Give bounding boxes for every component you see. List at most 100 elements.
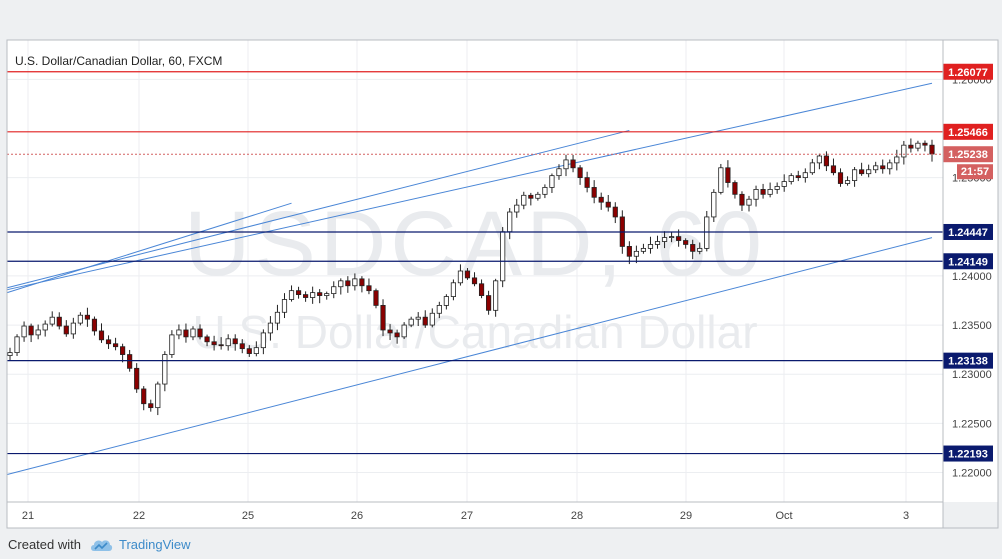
price-axis-area[interactable] — [943, 40, 998, 502]
candle-body[interactable] — [408, 318, 414, 326]
candle-body[interactable] — [190, 328, 196, 338]
candle-body[interactable] — [415, 316, 421, 320]
candle-body[interactable] — [373, 290, 379, 306]
candle-body[interactable] — [162, 354, 168, 385]
candle-body[interactable] — [35, 329, 41, 336]
candle-body[interactable] — [598, 196, 604, 203]
candle-body[interactable] — [795, 175, 801, 179]
candle-body[interactable] — [310, 292, 316, 298]
candle-body[interactable] — [908, 144, 914, 149]
candle-body[interactable] — [612, 206, 618, 218]
candle-body[interactable] — [317, 292, 323, 296]
candle-body[interactable] — [225, 338, 231, 347]
candle-body[interactable] — [422, 316, 428, 326]
candle-body[interactable] — [563, 159, 569, 170]
candle-body[interactable] — [542, 187, 548, 195]
candle-body[interactable] — [816, 155, 822, 164]
candle-body[interactable] — [211, 341, 217, 346]
candle-body[interactable] — [781, 181, 787, 187]
candle-body[interactable] — [640, 247, 647, 252]
candle-body[interactable] — [148, 403, 154, 409]
time-axis-area[interactable] — [7, 502, 943, 528]
candle-body[interactable] — [183, 329, 189, 338]
candle-body[interactable] — [331, 286, 337, 295]
candle-body[interactable] — [84, 314, 91, 320]
plot-area[interactable] — [7, 40, 943, 502]
candle-body[interactable] — [500, 231, 506, 282]
candle-body[interactable] — [450, 282, 456, 297]
candle-body[interactable] — [528, 194, 534, 199]
candle-body[interactable] — [464, 270, 471, 279]
candle-body[interactable] — [837, 172, 844, 184]
candle-body[interactable] — [809, 162, 815, 174]
candle-body[interactable] — [760, 189, 766, 195]
candle-body[interactable] — [901, 144, 907, 158]
candle-body[interactable] — [577, 167, 583, 179]
candle-body[interactable] — [436, 305, 442, 314]
candle-body[interactable] — [197, 328, 203, 338]
candle-body[interactable] — [380, 305, 386, 331]
candle-body[interactable] — [70, 322, 76, 335]
candle-body[interactable] — [98, 330, 105, 341]
candle-body[interactable] — [359, 278, 365, 287]
candle-body[interactable] — [127, 354, 133, 369]
candle-body[interactable] — [471, 277, 478, 285]
candle-body[interactable] — [823, 155, 830, 167]
candle-body[interactable] — [63, 325, 69, 335]
candle-body[interactable] — [549, 175, 555, 188]
candle-body[interactable] — [894, 156, 900, 164]
candle-body[interactable] — [739, 193, 745, 206]
candle-body[interactable] — [880, 165, 886, 170]
candle-body[interactable] — [457, 270, 464, 284]
candle-body[interactable] — [584, 177, 590, 188]
candle-body[interactable] — [521, 194, 527, 206]
candle-body[interactable] — [14, 336, 20, 353]
candle-body[interactable] — [218, 344, 224, 347]
candle-body[interactable] — [851, 169, 858, 181]
candle-body[interactable] — [654, 241, 661, 245]
candle-body[interactable] — [725, 167, 731, 183]
chart-svg[interactable]: 1.220001.225001.230001.235001.240001.250… — [0, 0, 1002, 530]
trendline[interactable] — [7, 82, 933, 291]
candle-body[interactable] — [42, 323, 48, 331]
candle-body[interactable] — [859, 169, 865, 175]
candle-body[interactable] — [352, 278, 358, 287]
candle-body[interactable] — [676, 236, 682, 241]
candle-body[interactable] — [49, 316, 55, 325]
candle-body[interactable] — [77, 314, 83, 324]
candle-body[interactable] — [303, 294, 309, 298]
candle-body[interactable] — [239, 343, 245, 350]
candle-body[interactable] — [246, 348, 252, 354]
trendline[interactable] — [7, 237, 933, 475]
candle-body[interactable] — [21, 325, 27, 338]
candle-body[interactable] — [288, 290, 295, 300]
candle-body[interactable] — [887, 162, 893, 170]
candle-body[interactable] — [281, 299, 288, 313]
candle-body[interactable] — [704, 216, 710, 249]
candle-body[interactable] — [591, 187, 597, 198]
candle-body[interactable] — [260, 332, 266, 349]
candle-body[interactable] — [120, 346, 126, 355]
candle-body[interactable] — [922, 142, 928, 146]
candle-body[interactable] — [155, 383, 161, 409]
candle-body[interactable] — [493, 280, 499, 311]
candle-body[interactable] — [570, 159, 576, 169]
candle-body[interactable] — [267, 322, 273, 334]
candle-body[interactable] — [478, 283, 485, 296]
candle-body[interactable] — [753, 189, 759, 200]
candle-body[interactable] — [176, 329, 182, 336]
candle-body[interactable] — [253, 347, 259, 354]
candle-body[interactable] — [507, 211, 513, 233]
candle-body[interactable] — [788, 175, 794, 182]
candle-body[interactable] — [633, 250, 639, 257]
candle-body[interactable] — [690, 244, 696, 252]
candle-body[interactable] — [647, 244, 654, 249]
candle-body[interactable] — [112, 343, 119, 348]
candle-body[interactable] — [711, 191, 717, 218]
candle-body[interactable] — [91, 318, 98, 332]
candle-body[interactable] — [204, 336, 210, 343]
candle-body[interactable] — [141, 388, 147, 405]
candle-body[interactable] — [28, 325, 34, 336]
candle-body[interactable] — [105, 339, 112, 345]
